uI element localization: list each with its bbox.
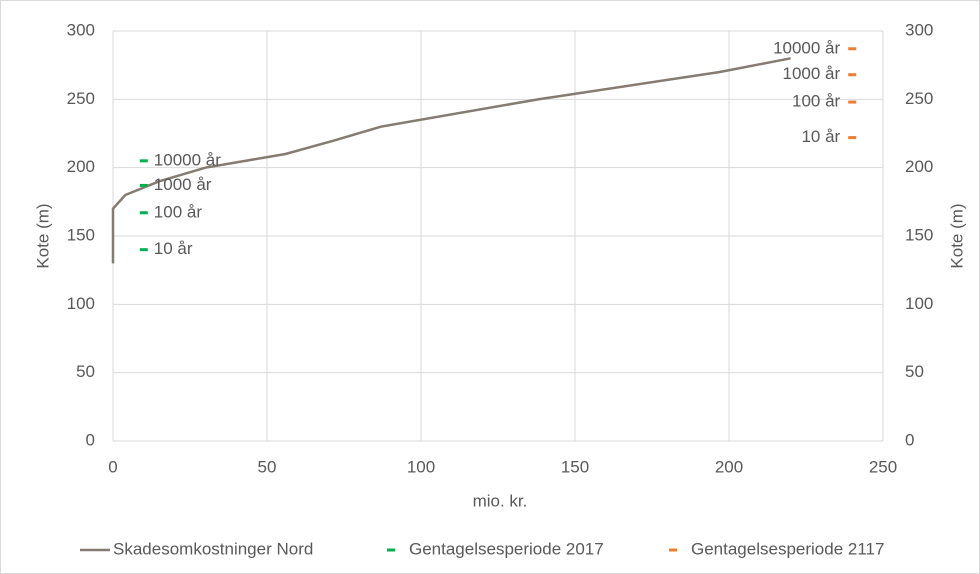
- y-tick-label: 100: [67, 294, 95, 313]
- x-tick-label: 250: [869, 457, 897, 476]
- data-label: 100 år: [154, 202, 203, 221]
- y-tick-label: 50: [76, 362, 95, 381]
- y-axis-label: Kote (m): [33, 203, 52, 268]
- y-tick-label: 300: [67, 20, 95, 39]
- y-tick-label: 150: [67, 225, 95, 244]
- legend-label: Gentagelsesperiode 2017: [409, 539, 604, 558]
- data-label: 10000 år: [154, 150, 221, 169]
- x-axis-label: mio. kr.: [473, 491, 528, 510]
- data-label: 10000 år: [773, 38, 840, 57]
- y2-tick-label: 100: [905, 294, 933, 313]
- y-tick-label: 200: [67, 157, 95, 176]
- legend-label: Skadesomkostninger Nord: [113, 539, 313, 558]
- y2-tick-label: 50: [905, 362, 924, 381]
- y2-tick-label: 150: [905, 225, 933, 244]
- y2-tick-label: 250: [905, 89, 933, 108]
- data-line: [111, 57, 791, 264]
- data-label: 1000 år: [154, 175, 212, 194]
- data-label: 100 år: [792, 92, 841, 111]
- x-tick-label: 200: [715, 457, 743, 476]
- data-label: 1000 år: [783, 64, 841, 83]
- y2-axis-label: Kote (m): [947, 203, 966, 268]
- y-tick-label: 0: [86, 430, 95, 449]
- legend-label: Gentagelsesperiode 2117: [691, 539, 884, 558]
- y2-tick-label: 0: [905, 430, 914, 449]
- x-tick-label: 100: [407, 457, 435, 476]
- y2-tick-label: 300: [905, 20, 933, 39]
- x-tick-label: 0: [108, 457, 117, 476]
- x-tick-label: 50: [258, 457, 277, 476]
- data-label: 10 år: [154, 239, 193, 258]
- y-tick-label: 250: [67, 89, 95, 108]
- x-tick-label: 150: [561, 457, 589, 476]
- data-label: 10 år: [801, 127, 840, 146]
- y2-tick-label: 200: [905, 157, 933, 176]
